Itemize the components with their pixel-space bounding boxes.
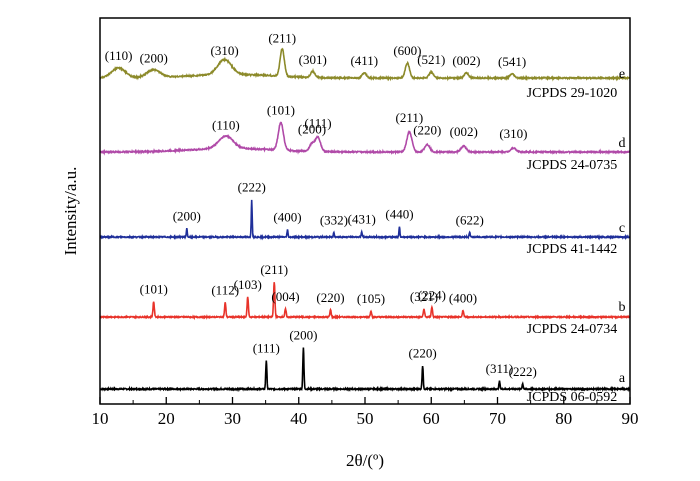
peak-label: (411): [350, 53, 378, 68]
peak-label: (222): [238, 179, 266, 194]
peak-label: (224): [418, 287, 446, 302]
peak-label: (002): [452, 53, 480, 68]
x-tick-label: 10: [92, 409, 109, 428]
peak-label: (222): [509, 364, 537, 379]
x-tick-label: 90: [622, 409, 639, 428]
series-a-line: [99, 347, 631, 393]
peak-label: (622): [456, 212, 484, 227]
x-tick-label: 60: [423, 409, 440, 428]
peak-label: (400): [449, 290, 477, 305]
series-a-reference: JCPDS 06-0592: [527, 390, 618, 405]
x-axis-label: 2θ/(º): [346, 451, 384, 470]
x-tick-label: 50: [357, 409, 374, 428]
peak-label: (440): [385, 207, 413, 222]
peak-label: (310): [499, 126, 527, 141]
series-e-letter: e: [619, 67, 625, 82]
peak-label: (311): [486, 361, 514, 376]
series-d-reference: JCPDS 24-0735: [527, 158, 618, 173]
peak-label: (200): [173, 209, 201, 224]
peak-label: (321): [410, 289, 438, 304]
x-tick-label: 20: [158, 409, 175, 428]
peak-label: (200): [289, 327, 317, 342]
series-d: (110) (101)(200)(111) (211)(220) (002) (310)…: [99, 103, 631, 173]
peak-label: (002): [450, 124, 478, 139]
peak-label: (220): [316, 290, 344, 305]
series-a-letter: a: [619, 371, 626, 386]
series-b-reference: JCPDS 24-0734: [527, 322, 618, 337]
peak-label: (431): [348, 211, 376, 226]
peak-label: (004): [271, 289, 299, 304]
peak-label: (211): [396, 110, 424, 125]
peak-label: (332): [320, 212, 348, 227]
peak-label: (211): [268, 31, 296, 46]
series-b-letter: b: [619, 300, 626, 315]
series-b: (101) (112)(103)(211) (004) (220) (105) (321)…: [99, 262, 631, 337]
y-axis-label: Intensity/a.u.: [61, 167, 80, 256]
peak-label: (101): [140, 282, 168, 297]
x-tick-label: 70: [489, 409, 506, 428]
peak-label: (211): [260, 262, 288, 277]
peak-label: (111): [253, 340, 280, 355]
peak-label: (111): [304, 116, 331, 131]
series-b-line: [99, 282, 631, 321]
x-tick-label: 40: [290, 409, 307, 428]
peak-label: (541): [498, 54, 526, 69]
series-e-reference: JCPDS 29-1020: [527, 86, 618, 101]
series-c: (200) (222) (400) (332) (431) (440) (622) cJCPD…: [99, 179, 631, 257]
peak-label: (103): [234, 277, 262, 292]
peak-label: (200): [140, 51, 168, 66]
series-e: (110) (200) (310) (211)(301) (411) (600)(521)…: [99, 31, 631, 101]
series-d-line: [99, 121, 631, 156]
x-axis: 10 20 30 40 50 60 70 80 90: [92, 397, 639, 428]
peak-label: (110): [212, 118, 240, 133]
series-c-letter: c: [619, 221, 625, 236]
peak-label: (110): [105, 48, 133, 63]
peak-label: (400): [273, 210, 301, 225]
peak-label: (101): [267, 103, 295, 118]
x-tick-label: 30: [224, 409, 241, 428]
x-tick-label: 80: [555, 409, 572, 428]
series-e-line: [99, 47, 631, 82]
series-c-reference: JCPDS 41-1442: [527, 242, 618, 257]
peak-label: (220): [409, 346, 437, 361]
peak-label: (220): [413, 123, 441, 138]
peak-label: (301): [299, 52, 327, 67]
series-c-line: [99, 199, 631, 241]
peak-label: (600): [393, 43, 421, 58]
series-d-letter: d: [619, 136, 626, 151]
peak-label: (200): [298, 122, 326, 137]
peak-label: (310): [211, 43, 239, 58]
peak-label: (112): [211, 283, 239, 298]
peak-label: (105): [357, 291, 385, 306]
peak-label: (521): [417, 52, 445, 67]
